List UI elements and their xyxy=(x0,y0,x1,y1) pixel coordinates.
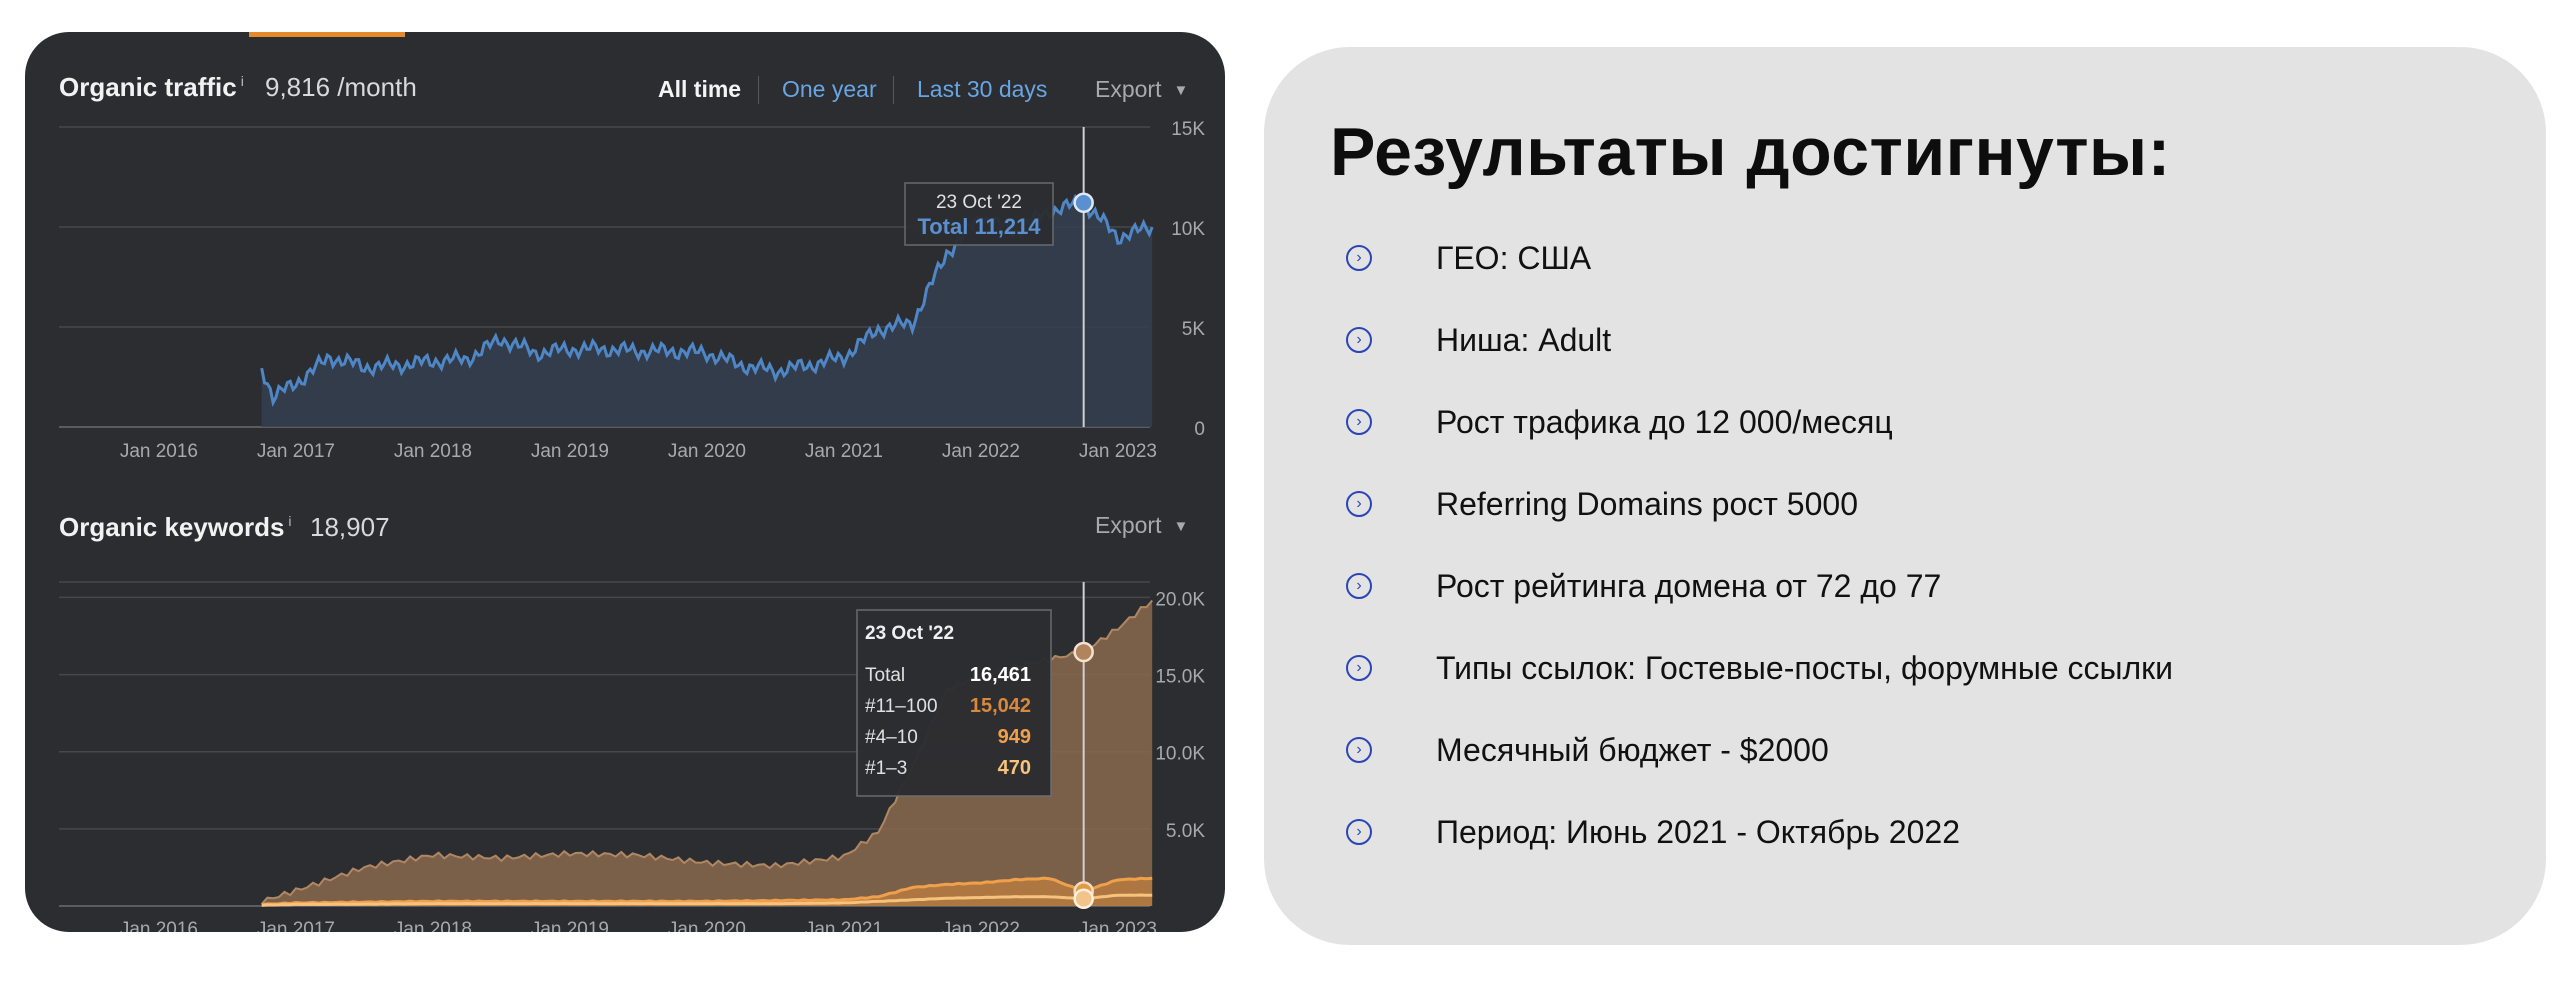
tooltip-row-label: #1–3 xyxy=(865,758,907,779)
keywords-value: 18,907 xyxy=(310,512,390,542)
x-tick-label: Jan 2016 xyxy=(120,919,198,932)
result-item-text: Рост трафика до 12 000/месяц xyxy=(1436,403,1893,440)
y-tick-label: 10K xyxy=(1171,219,1205,240)
result-item-text: Период: Июнь 2021 - Октябрь 2022 xyxy=(1436,813,1960,850)
y-tick-label: 15.0K xyxy=(1155,667,1205,688)
analytics-panel: Organic traffic i 9,816 /month All time O… xyxy=(25,32,1225,932)
chevron-circle-icon: › xyxy=(1346,409,1372,435)
result-item: › Типы ссылок: Гостевые-посты, форумные с… xyxy=(1346,645,2173,691)
keywords-chart: 20.0K 15.0K 10.0K 5.0K Jan 2016 Jan 2017 Jan 2… xyxy=(59,581,1205,932)
y-tick-label: 0 xyxy=(1194,419,1205,440)
x-tick-label: Jan 2019 xyxy=(531,441,609,462)
traffic-value: 9,816 /month xyxy=(265,72,417,102)
chevron-circle-icon: › xyxy=(1346,655,1372,681)
result-item-text: ГЕО: США xyxy=(1436,239,1592,276)
keywords-tooltip xyxy=(856,609,1052,797)
traffic-hover-point xyxy=(1073,192,1094,213)
x-tick-label: Jan 2023 xyxy=(1079,441,1157,462)
tooltip-date: 23 Oct '22 xyxy=(936,192,1022,213)
result-item: › Месячный бюджет - $2000 xyxy=(1346,727,1829,773)
info-icon[interactable]: i xyxy=(288,513,292,530)
divider xyxy=(893,76,894,104)
result-item-text: Типы ссылок: Гостевые-посты, форумные сс… xyxy=(1436,649,2174,686)
traffic-export-button[interactable]: Export ▼ xyxy=(1095,76,1189,102)
x-tick-label: Jan 2020 xyxy=(668,919,746,932)
traffic-area xyxy=(261,197,1153,427)
y-tick-label: 20.0K xyxy=(1155,589,1205,610)
y-tick-label: 5.0K xyxy=(1166,821,1205,842)
tooltip-date: 23 Oct '22 xyxy=(865,623,954,644)
results-title: Результаты достигнуты: xyxy=(1330,114,2171,190)
keywords-hover-point-total xyxy=(1073,641,1094,663)
y-tick-label: 15K xyxy=(1171,119,1205,140)
y-tick-label: 10.0K xyxy=(1155,744,1205,765)
traffic-tooltip xyxy=(904,182,1054,246)
range-all-time-button[interactable]: All time xyxy=(658,76,742,102)
x-tick-label: Jan 2018 xyxy=(394,441,472,462)
range-one-year-button[interactable]: One year xyxy=(782,76,877,102)
x-tick-label: Jan 2021 xyxy=(805,919,883,932)
x-tick-label: Jan 2021 xyxy=(805,441,883,462)
result-item-text: Ниша: Adult xyxy=(1436,321,1612,358)
chevron-circle-icon: › xyxy=(1346,737,1372,763)
result-item: › Ниша: Adult xyxy=(1346,317,1611,363)
chevron-down-icon: ▼ xyxy=(1173,518,1189,535)
result-item-text: Referring Domains рост 5000 xyxy=(1436,485,1858,522)
keywords-export-button[interactable]: Export ▼ xyxy=(1095,512,1189,538)
x-tick-label: Jan 2020 xyxy=(668,441,746,462)
keywords-4-10-line xyxy=(261,876,1153,907)
divider xyxy=(758,76,759,104)
x-tick-label: Jan 2017 xyxy=(257,919,335,932)
x-tick-label: Jan 2022 xyxy=(942,919,1020,932)
keywords-hover-point-1-3 xyxy=(1073,888,1094,909)
tooltip-row-value: 949 xyxy=(998,726,1031,748)
x-tick-label: Jan 2017 xyxy=(257,441,335,462)
result-item-text: Рост рейтинга домена от 72 до 77 xyxy=(1436,567,1942,604)
result-item: › Referring Domains рост 5000 xyxy=(1346,481,1858,527)
result-item: › ГЕО: США xyxy=(1346,235,1591,281)
x-tick-label: Jan 2023 xyxy=(1079,919,1157,932)
chevron-circle-icon: › xyxy=(1346,819,1372,845)
x-tick-label: Jan 2019 xyxy=(531,919,609,932)
keywords-1-3-line xyxy=(261,893,1153,907)
chevron-circle-icon: › xyxy=(1346,327,1372,353)
result-item-text: Месячный бюджет - $2000 xyxy=(1436,731,1829,768)
info-icon[interactable]: i xyxy=(240,73,244,90)
keywords-title: Organic keywords i xyxy=(59,512,292,542)
tooltip-row-value: 470 xyxy=(998,757,1031,779)
x-tick-label: Jan 2022 xyxy=(942,441,1020,462)
x-tick-label: Jan 2016 xyxy=(120,441,198,462)
tooltip-row-label: #4–10 xyxy=(865,727,918,748)
range-30-days-button[interactable]: Last 30 days xyxy=(917,76,1048,102)
tooltip-row-value: 15,042 xyxy=(970,695,1031,717)
active-tab-indicator xyxy=(249,32,405,37)
y-tick-label: 5K xyxy=(1182,319,1206,340)
tooltip-total: Total 11,214 xyxy=(917,214,1041,239)
results-panel: Результаты достигнуты: › ГЕО: США › Ниша: A… xyxy=(1264,47,2546,945)
tooltip-row-label: Total xyxy=(865,665,905,686)
keywords-total-area xyxy=(261,600,1153,906)
tooltip-row-label: #11–100 xyxy=(865,696,938,717)
chevron-down-icon: ▼ xyxy=(1173,82,1189,99)
chevron-circle-icon: › xyxy=(1346,573,1372,599)
result-item: › Рост трафика до 12 000/месяц xyxy=(1346,399,1893,445)
result-item: › Период: Июнь 2021 - Октябрь 2022 xyxy=(1346,809,1960,855)
chevron-circle-icon: › xyxy=(1346,245,1372,271)
result-item: › Рост рейтинга домена от 72 до 77 xyxy=(1346,563,1941,609)
traffic-chart: 15K 10K 5K 0 Jan 2016 Jan 2017 Jan 2018 Jan 201… xyxy=(59,119,1206,462)
traffic-title: Organic traffic i xyxy=(59,72,244,102)
x-tick-label: Jan 2018 xyxy=(394,919,472,932)
chevron-circle-icon: › xyxy=(1346,491,1372,517)
tooltip-row-value: 16,461 xyxy=(970,664,1031,686)
